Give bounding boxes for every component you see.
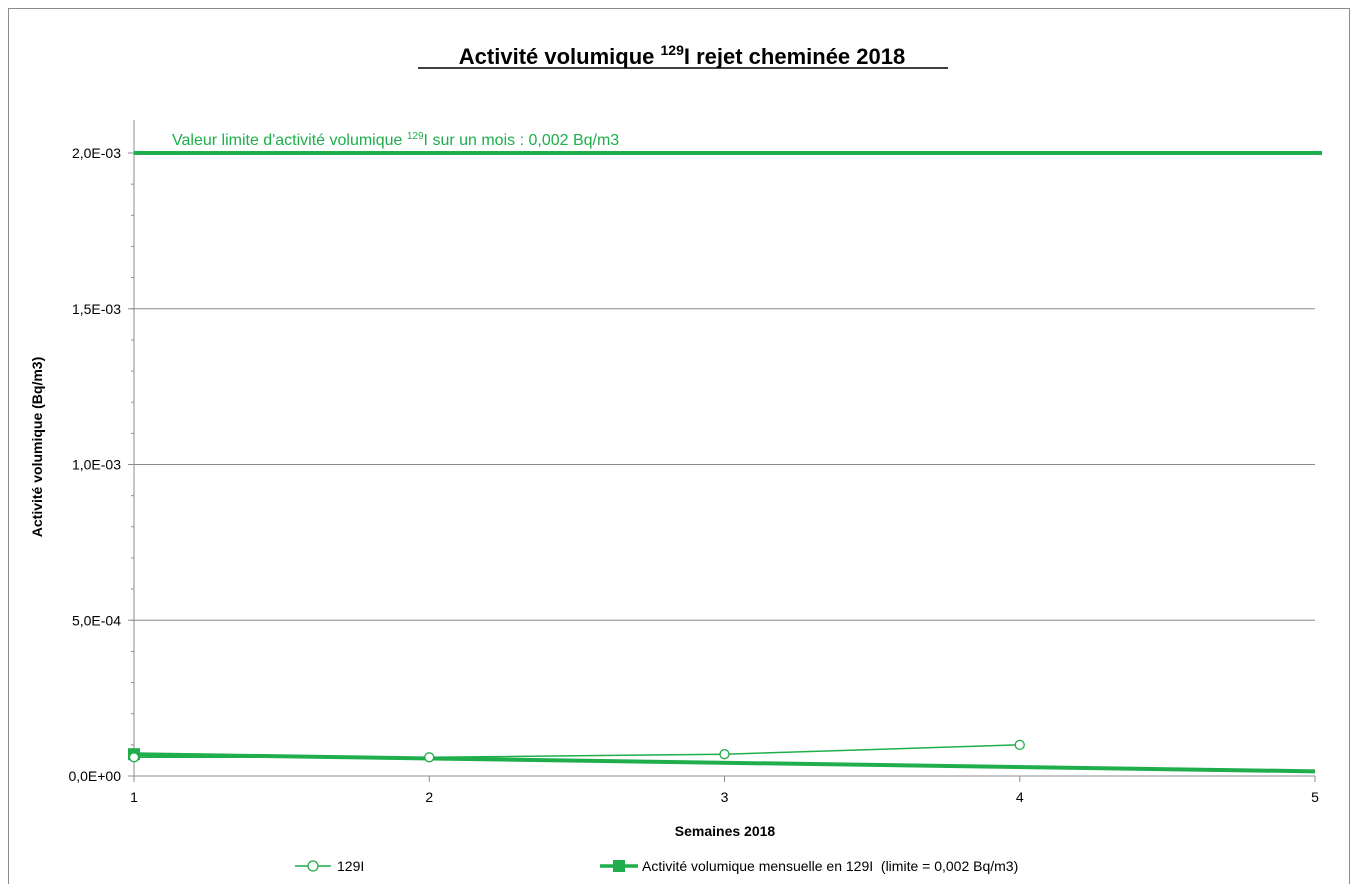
legend-marker-series-2 xyxy=(613,860,625,872)
legend-label-series-1: 129I xyxy=(337,858,364,874)
limit-label: Valeur limite d'activité volumique 129I … xyxy=(172,131,619,149)
axes: 0,0E+00 5,0E-04 1,0E-03 1,5E-03 2,0E-03 1 2 3 4 5 xyxy=(68,120,1319,805)
y-tick-label: 1,5E-03 xyxy=(72,301,121,317)
legend-marker-series-1 xyxy=(307,860,319,872)
x-axis-label: Semaines 2018 xyxy=(675,823,776,839)
series-129i-line xyxy=(134,744,1020,759)
series-129i-point xyxy=(1014,739,1025,750)
legend: 129I Activité volumique mensuelle en 129… xyxy=(295,858,1018,874)
series-129i-point xyxy=(424,752,435,763)
x-tick-label: 4 xyxy=(1016,789,1024,805)
chart-title: Activité volumique 129I rejet cheminée 2… xyxy=(459,42,905,69)
y-axis-label: Activité volumique (Bq/m3) xyxy=(29,357,45,537)
y-tick-label: 5,0E-04 xyxy=(72,612,121,628)
x-tick-label: 3 xyxy=(721,789,729,805)
legend-label-series-2: Activité volumique mensuelle en 129I (li… xyxy=(642,858,1018,874)
x-tick-label: 2 xyxy=(425,789,433,805)
chart-title-suffix: I rejet cheminée 2018 xyxy=(684,44,905,69)
series-129i-point xyxy=(719,749,730,760)
chart-title-prefix: Activité volumique xyxy=(459,44,661,69)
x-tick-label: 5 xyxy=(1311,789,1319,805)
y-tick-label: 1,0E-03 xyxy=(72,457,121,473)
chart-title-superscript: 129 xyxy=(661,42,685,58)
limit-label-suffix: I sur un mois : 0,002 Bq/m3 xyxy=(424,132,620,149)
y-tick-label: 0,0E+00 xyxy=(68,768,121,784)
limit-label-superscript: 129 xyxy=(407,131,424,142)
x-tick-label: 1 xyxy=(130,789,138,805)
limit-label-prefix: Valeur limite d'activité volumique xyxy=(172,132,407,149)
series-129i-point xyxy=(128,752,140,763)
series xyxy=(128,739,1316,774)
y-tick-label: 2,0E-03 xyxy=(72,145,121,161)
